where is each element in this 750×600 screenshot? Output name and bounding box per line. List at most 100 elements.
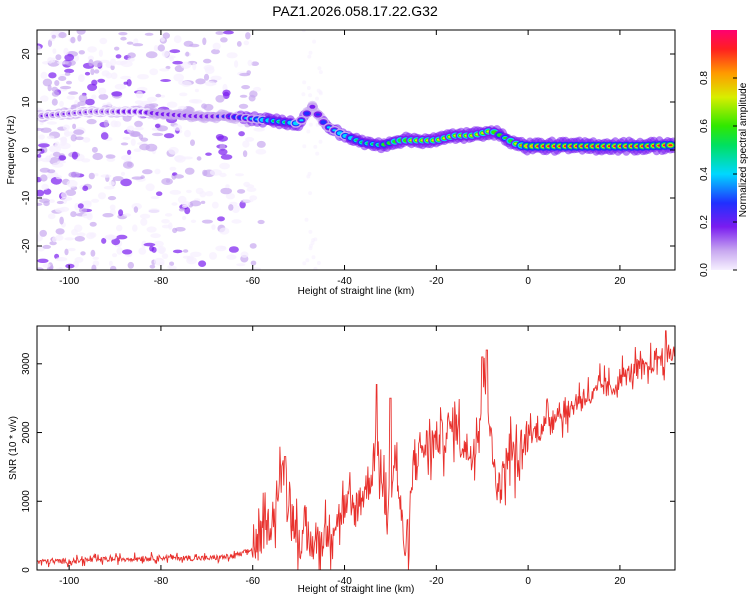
spectrogram-noise-blob [97,78,106,83]
spectrogram-noise-blob [211,48,220,55]
spectrogram-noise-blob [204,81,216,87]
spectrogram-noise-blob [242,199,254,203]
spectrogram-noise-blob [52,236,57,243]
spectrogram-noise-blob [173,35,182,44]
spectrogram-noise-blob [65,263,75,269]
spectrogram-noise-blob [169,261,175,267]
spectrogram-noise-blob [185,51,190,57]
spectrogram-noise-blob [58,31,67,39]
spectrogram-noise-blob [46,121,58,125]
spectrogram-noise-blob [181,80,192,87]
spectrogram-noise-blob [37,258,49,263]
spectrogram-noise-blob [140,218,148,226]
spectrogram-noise-blob [219,162,231,170]
spectrogram-noise-blob [228,246,239,253]
spectrogram-noise-blob [169,56,174,62]
spectrogram-noise-blob [85,98,95,106]
spectrogram-noise-blob [215,95,225,103]
spectrogram-noise-blob [313,266,318,270]
x-tick-label: -80 [154,576,169,587]
spectrogram-noise-blob [241,85,251,90]
spectrogram-noise-blob [46,135,55,140]
spectrogram-noise-blob [311,255,316,260]
spectrogram-noise-blob [160,79,172,82]
spectrogram-noise-blob [304,217,309,222]
spectrogram-noise-blob [75,136,84,141]
spectrogram-noise-blob [256,140,266,148]
spectrogram-noise-blob [222,89,231,97]
spectrogram-noise-blob [89,232,97,238]
spectrogram-noise-blob [103,185,115,190]
spectrogram-noise-blob [51,98,58,106]
spectrogram-noise-blob [52,48,57,54]
spectrogram-noise-blob [38,134,45,140]
x-tick-label: -20 [429,576,444,587]
spectrogram-noise-blob [109,58,117,67]
spectrogram-noise-blob [59,206,70,212]
spectrogram-noise-blob [110,120,118,128]
spectrogram-noise-blob [55,257,68,262]
spectrogram-noise-blob [215,31,224,35]
spectrogram-noise-blob [78,74,85,82]
spectrogram-noise-blob [189,200,202,207]
x-tick-label: -80 [154,276,169,287]
x-tick-label: 20 [614,276,626,287]
x-tick-label: 20 [614,576,626,587]
spectrogram-noise-blob [158,247,165,255]
spectrogram-noise-blob [147,96,157,103]
spectrogram-noise-blob [78,94,88,103]
spectrogram-noise-blob [255,148,267,155]
spectrogram-noise-blob [153,240,164,248]
spectrogram-noise-blob [242,150,248,158]
spectrogram-noise-blob [91,94,97,100]
spectrogram-noise-blob [161,253,169,259]
spectrogram-noise-blob [186,189,192,194]
spectrogram-noise-blob [248,94,256,102]
y-tick-label: 0 [21,567,32,573]
spectrogram-noise-blob [37,154,42,158]
spectrogram-noise-blob [70,134,77,142]
spectrogram-noise-blob [103,119,109,128]
spectrogram-ridge-cell [315,113,320,116]
spectrogram-noise-blob [153,257,165,266]
spectrogram-noise-blob [77,203,84,209]
spectrogram-ridge-cell [299,119,304,122]
spectrogram-noise-blob [247,59,253,67]
spectrogram-noise-blob [55,175,62,180]
spectrogram-noise-blob [114,46,120,51]
spectrogram-noise-blob [163,133,175,139]
spectrogram-noise-blob [186,256,197,265]
spectrogram-noise-blob [145,51,158,59]
spectrogram-noise-blob [249,195,258,201]
spectrogram-noise-blob [132,224,138,232]
spectrogram-noise-blob [315,151,320,156]
spectrogram-noise-blob [308,93,313,98]
spectrogram-noise-blob [94,69,100,74]
spectrogram-noise-blob [308,229,313,234]
spectrogram-noise-blob [45,155,51,162]
spectrogram-noise-blob [38,143,50,148]
spectrogram-noise-blob [196,156,202,161]
spectrogram-noise-blob [209,252,217,260]
spectrogram-ridge-cell [304,112,309,115]
spectrogram-noise-blob [98,87,107,95]
spectrogram-noise-blob [102,213,114,218]
spectrogram-noise-blob [134,126,144,131]
spectrogram-noise-blob [92,60,103,68]
spectrogram-noise-blob [68,91,79,95]
spectrogram-noise-blob [219,227,230,235]
spectrogram-noise-blob [305,258,310,263]
spectrogram-noise-blob [126,161,133,168]
spectrogram-noise-blob [73,260,79,269]
spectrogram-noise-blob [168,146,179,155]
spectrogram-noise-blob [120,36,127,41]
spectrogram-noise-blob [184,167,195,175]
spectrogram-noise-blob [67,247,76,252]
spectrogram-noise-blob [190,219,197,223]
spectrogram-noise-blob [205,152,212,156]
spectrogram-noise-blob [253,127,266,132]
spectrogram-noise-blob [74,236,86,242]
spectrogram-noise-blob [88,172,95,180]
spectrogram-noise-blob [92,152,103,161]
